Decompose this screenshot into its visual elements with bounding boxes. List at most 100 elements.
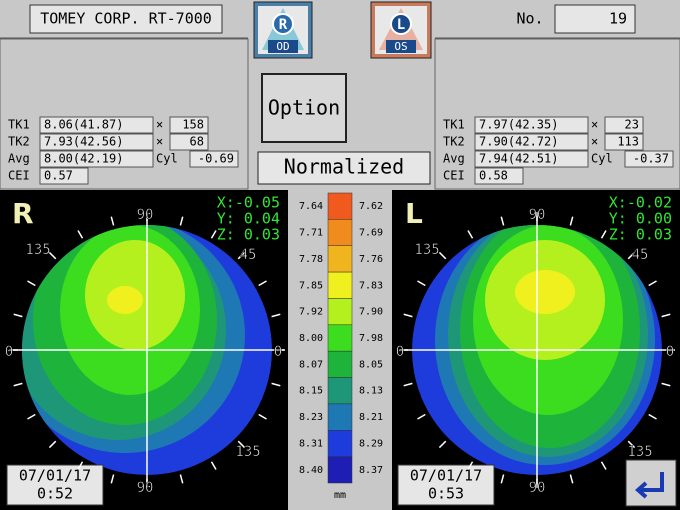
- row-value: 7.90(42.72): [479, 135, 558, 149]
- row-separator: Cyl: [156, 152, 178, 166]
- coordinate: Z: 0.03: [217, 226, 280, 244]
- scale-cell: [327, 192, 353, 220]
- axis-tick: [110, 474, 115, 484]
- axis-tick: [77, 230, 84, 239]
- option-button[interactable]: Option: [261, 73, 347, 143]
- angle-label: 45: [240, 247, 257, 263]
- row-extra: 68: [190, 135, 204, 149]
- scale-label: 7.90: [359, 307, 383, 318]
- scale-cell: [327, 456, 353, 484]
- row-value: 7.93(42.56): [44, 135, 123, 149]
- angle-label: 0: [666, 344, 674, 360]
- row-extra: 113: [617, 135, 639, 149]
- value-box: [39, 150, 154, 168]
- row-label: Avg: [8, 152, 30, 166]
- row-label: Avg: [443, 152, 465, 166]
- title-box: [29, 4, 223, 34]
- axis-tick: [258, 280, 267, 287]
- scale-label: 7.62: [359, 201, 383, 212]
- scale-label: 8.00: [299, 333, 323, 344]
- title: TOMEY CORP. RT-7000: [40, 10, 212, 28]
- axis-tick: [648, 280, 657, 287]
- extra-box: [189, 150, 239, 168]
- normalized-label: Normalized: [284, 155, 404, 179]
- axis-tick: [258, 413, 267, 420]
- row-value: 0.57: [44, 169, 73, 183]
- scale-label: 7.76: [359, 254, 383, 265]
- scale-label: 8.23: [299, 412, 323, 423]
- axis-tick: [271, 313, 281, 318]
- row-label: TK1: [8, 118, 30, 132]
- axis-tick: [500, 216, 505, 226]
- value-box: [39, 116, 154, 134]
- row-separator: ×: [591, 135, 598, 149]
- axis-tick: [500, 474, 505, 484]
- axis-tick: [600, 230, 607, 239]
- scale-label: 8.37: [359, 465, 383, 476]
- scale-label: 7.83: [359, 280, 383, 291]
- axis-tick: [271, 382, 281, 387]
- axis-tick: [27, 413, 36, 420]
- axis-tick: [438, 251, 447, 260]
- extra-box: [604, 116, 644, 134]
- row-extra: 23: [625, 118, 639, 132]
- axis-tick: [627, 440, 636, 449]
- angle-label: 45: [632, 247, 649, 263]
- os-letter: L: [397, 17, 405, 33]
- zone: [515, 270, 575, 314]
- axis-tick: [110, 216, 115, 226]
- row-extra: -0.37: [633, 152, 669, 166]
- os-label-bg: [386, 40, 416, 53]
- angle-label: 135: [414, 242, 439, 258]
- axis-tick: [13, 313, 23, 318]
- row-value: 7.94(42.51): [479, 152, 558, 166]
- axis-tick: [417, 280, 426, 287]
- extra-box: [624, 150, 674, 168]
- time: 0:52: [37, 485, 73, 503]
- number-label: No.: [516, 10, 543, 28]
- row-separator: Cyl: [591, 152, 613, 166]
- od-button[interactable]: R OD: [253, 1, 313, 59]
- date: 07/01/17: [410, 467, 482, 485]
- od-label: OD: [276, 40, 289, 53]
- scale-cell: [327, 377, 353, 405]
- return-button[interactable]: [625, 459, 677, 507]
- coordinate: Y: 0.04: [217, 210, 280, 228]
- coordinate: X:-0.02: [609, 194, 672, 212]
- angle-label: 135: [25, 242, 50, 258]
- row-extra: -0.69: [198, 152, 234, 166]
- axis-tick: [403, 313, 413, 318]
- left-date-box: 07/01/17 0:52: [6, 464, 104, 506]
- scale-label: 7.69: [359, 228, 383, 239]
- os-circle: [390, 13, 412, 35]
- row-label: TK2: [8, 135, 30, 149]
- scale-label: 8.15: [299, 386, 323, 397]
- axis-tick: [77, 461, 84, 470]
- axis-tick: [48, 251, 57, 260]
- coordinate: X:-0.05: [217, 194, 280, 212]
- scale-label: 7.98: [359, 333, 383, 344]
- extra-box: [169, 116, 209, 134]
- angle-label: 0: [396, 344, 404, 360]
- scale-cell: [327, 245, 353, 273]
- row-extra: 158: [182, 118, 204, 132]
- row-separator: ×: [591, 118, 598, 132]
- axis-tick: [648, 413, 657, 420]
- scale-cell: [327, 324, 353, 352]
- angle-label: 90: [137, 480, 154, 496]
- scale-cell: [327, 298, 353, 326]
- axis-tick: [48, 440, 57, 449]
- axis-tick: [210, 461, 217, 470]
- eye-label: L: [405, 197, 423, 230]
- extra-box: [169, 133, 209, 151]
- number: 19: [609, 10, 627, 28]
- scale-label: 8.13: [359, 386, 383, 397]
- row-separator: ×: [156, 135, 163, 149]
- axis-tick: [627, 251, 636, 260]
- scale-label: 8.31: [299, 438, 323, 449]
- date-frame: [397, 464, 495, 506]
- os-label: OS: [394, 40, 407, 53]
- row-separator: ×: [156, 118, 163, 132]
- os-button[interactable]: L OS: [370, 1, 432, 59]
- angle-label: 135: [627, 444, 652, 460]
